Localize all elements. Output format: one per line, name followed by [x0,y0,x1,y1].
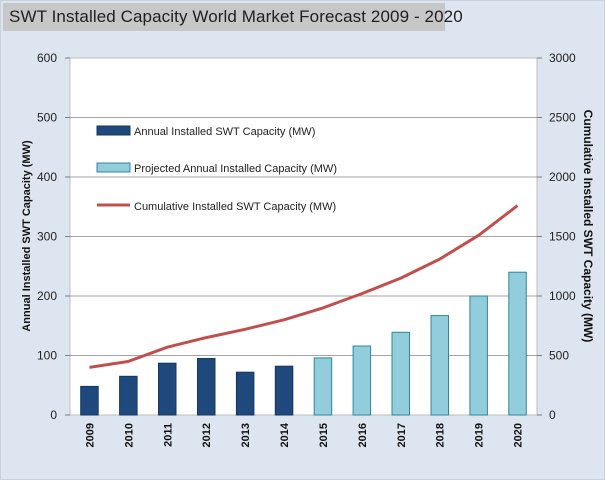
legend-label-annual: Annual Installed SWT Capacity (MW) [134,126,315,138]
cumulative-line-path [89,204,519,369]
x-tick-label: 2015 [318,423,330,447]
bar-projected-2018 [430,315,449,416]
legend-label-cumulative: Cumulative Installed SWT Capacity (MW) [134,201,336,213]
x-tick-label: 2020 [513,423,525,447]
left-axis-ticks: 0 100 200 300 400 500 600 [37,51,70,422]
y-tick-label: 500 [37,111,57,125]
bar-annual-2013 [235,371,255,416]
bar-projected-2019 [469,295,488,416]
y2-tick-label: 1500 [549,230,576,244]
bars [80,271,527,416]
y-tick-label: 600 [37,51,57,65]
x-tick-label: 2018 [435,423,447,447]
y-tick-label: 100 [37,349,57,363]
legend: Annual Installed SWT Capacity (MW) Proje… [96,125,337,213]
bar-annual-2010 [119,375,138,416]
x-tick-label: 2011 [162,423,174,447]
x-tick-label: 2009 [85,423,97,447]
bar-annual-2009 [80,385,99,416]
x-axis-ticks: 2009 2010 2011 2012 2013 2014 2015 2016 2017 2018… [85,422,525,447]
x-tick-label: 2017 [396,423,408,447]
y-axis-title: Annual Installed SWT Capacity (MW) [21,140,33,332]
y-tick-label: 400 [37,170,57,184]
bar-projected-2015 [313,357,333,416]
legend-swatch-projected [96,162,131,173]
bar-projected-2017 [391,331,410,416]
y2-tick-label: 0 [549,408,556,422]
y-tick-label: 200 [37,289,57,303]
bar-projected-2020 [508,271,527,416]
y2-axis-title: Cumulative Installed SWT Capacity (MW) [581,110,595,343]
y-tick-label: 0 [50,408,57,422]
legend-label-projected: Projected Annual Installed Capacity (MW) [134,163,337,175]
right-axis-ticks: 0 500 1000 1500 2000 2500 3000 [537,51,576,422]
x-tick-label: 2012 [201,423,213,447]
chart-title: SWT Installed Capacity World Market Fore… [9,7,463,26]
bar-annual-2011 [158,362,177,416]
bar-annual-2012 [197,358,216,416]
x-tick-label: 2016 [357,423,369,447]
x-tick-label: 2010 [123,423,135,447]
legend-swatch-annual [96,125,131,136]
bar-annual-2014 [274,365,294,416]
y2-tick-label: 2000 [549,170,576,184]
y-tick-label: 300 [37,230,57,244]
x-tick-label: 2019 [474,423,486,447]
y2-tick-label: 1000 [549,289,576,303]
cumulative-line [89,204,519,369]
x-tick-label: 2013 [240,423,252,447]
y2-tick-label: 2500 [549,111,576,125]
y2-tick-label: 500 [549,349,569,363]
chart-title-bar: SWT Installed Capacity World Market Fore… [3,3,463,31]
x-tick-label: 2014 [279,422,291,447]
y2-tick-label: 3000 [549,51,576,65]
bar-projected-2016 [352,345,372,416]
